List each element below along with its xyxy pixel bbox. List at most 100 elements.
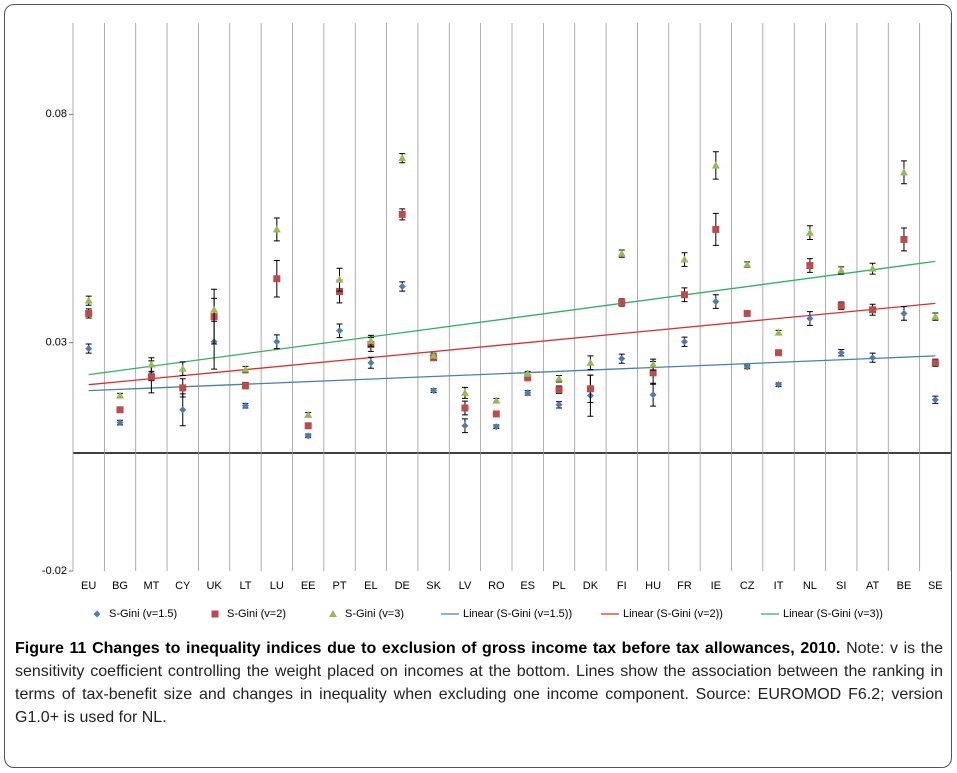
legend-label: Linear (S-Gini (v=2)) [623, 608, 723, 620]
point [398, 210, 406, 218]
point [430, 387, 438, 395]
caption-text: Note: v is the sensitivity coefficient c… [15, 640, 943, 726]
x-tick-label: RO [488, 580, 505, 592]
point [492, 396, 501, 404]
point [273, 275, 281, 283]
point [900, 309, 908, 317]
point [241, 382, 249, 390]
x-tick-label: HU [645, 580, 661, 592]
point [179, 384, 187, 392]
point [147, 373, 155, 381]
point [931, 312, 940, 320]
point [837, 302, 845, 310]
x-tick-label: LT [239, 580, 251, 592]
point [85, 345, 93, 353]
x-tick-label: FR [677, 580, 692, 592]
trend-line [88, 355, 936, 392]
point [398, 282, 406, 290]
point [680, 291, 688, 299]
x-tick-label: ES [520, 580, 535, 592]
point [210, 305, 219, 313]
point [869, 354, 877, 362]
point [492, 423, 500, 431]
x-tick-label: LV [459, 580, 472, 592]
trend-line [88, 260, 936, 376]
point [241, 365, 250, 373]
point [524, 389, 532, 397]
point [367, 359, 375, 367]
point [837, 349, 845, 357]
x-tick-label: SK [426, 580, 441, 592]
point [649, 369, 657, 377]
point [774, 328, 783, 336]
x-tick-label: CZ [740, 580, 755, 592]
x-tick-label: BG [112, 580, 128, 592]
point [116, 406, 124, 414]
legend-label: S-Gini (v=1.5) [109, 608, 177, 620]
legend-swatch [93, 610, 101, 618]
point [618, 355, 626, 363]
point [555, 401, 563, 409]
x-tick-label: IT [774, 580, 784, 592]
point [775, 381, 783, 389]
point [241, 402, 249, 410]
point [492, 410, 500, 418]
point [743, 363, 751, 371]
point [555, 374, 564, 382]
point [837, 266, 846, 274]
point [461, 422, 469, 430]
point [335, 275, 344, 283]
x-tick-label: AT [866, 580, 880, 592]
x-tick-label: PT [333, 580, 347, 592]
point [555, 386, 563, 394]
legend-swatch [329, 610, 337, 617]
point [868, 264, 877, 272]
point [336, 327, 344, 335]
point [304, 410, 313, 418]
x-tick-label: SI [836, 580, 846, 592]
point [366, 336, 375, 344]
y-tick-label: 0.08 [46, 108, 67, 120]
point [805, 228, 814, 236]
x-tick-label: UK [206, 580, 222, 592]
point [461, 404, 469, 412]
caption-title: Figure 11 Changes to inequality indices … [15, 640, 841, 657]
point [680, 338, 688, 346]
x-tick-label: PL [552, 580, 565, 592]
figure-frame: -0.02 0.03 0.08 EU BG MT CY UK LT LU EE PT EL DE SK LV R… [4, 4, 952, 768]
point [179, 406, 187, 414]
point [617, 249, 626, 257]
chart: -0.02 0.03 0.08 EU BG MT CY UK LT LU EE PT EL DE SK LV R… [42, 23, 951, 620]
point [398, 154, 407, 162]
point [84, 296, 93, 304]
point [618, 298, 626, 306]
point [304, 422, 312, 430]
x-tick-label: EU [81, 580, 96, 592]
x-tick-label: SE [928, 580, 943, 592]
point [806, 261, 814, 269]
legend-label: Linear (S-Gini (v=1.5)) [463, 608, 572, 620]
x-tick-label: DE [395, 580, 410, 592]
legend-label: S-Gini (v=3) [345, 608, 404, 620]
x-tick-label: FI [617, 580, 627, 592]
x-tick-label: LU [270, 580, 284, 592]
point [743, 309, 751, 317]
x-tick-label: EL [364, 580, 377, 592]
x-tick-label: NL [803, 580, 817, 592]
legend-label: S-Gini (v=2) [227, 608, 286, 620]
x-tick-label: DK [583, 580, 599, 592]
point [680, 255, 689, 263]
point [523, 369, 532, 377]
point [304, 432, 312, 440]
point [712, 298, 720, 306]
x-tick-label: EE [301, 580, 316, 592]
point [116, 391, 125, 399]
x-tick-label: IE [711, 580, 721, 592]
point [147, 360, 156, 368]
point [931, 359, 939, 367]
point [711, 161, 720, 169]
x-tick-label: MT [143, 580, 159, 592]
point [869, 306, 877, 314]
legend-swatch [211, 610, 219, 618]
